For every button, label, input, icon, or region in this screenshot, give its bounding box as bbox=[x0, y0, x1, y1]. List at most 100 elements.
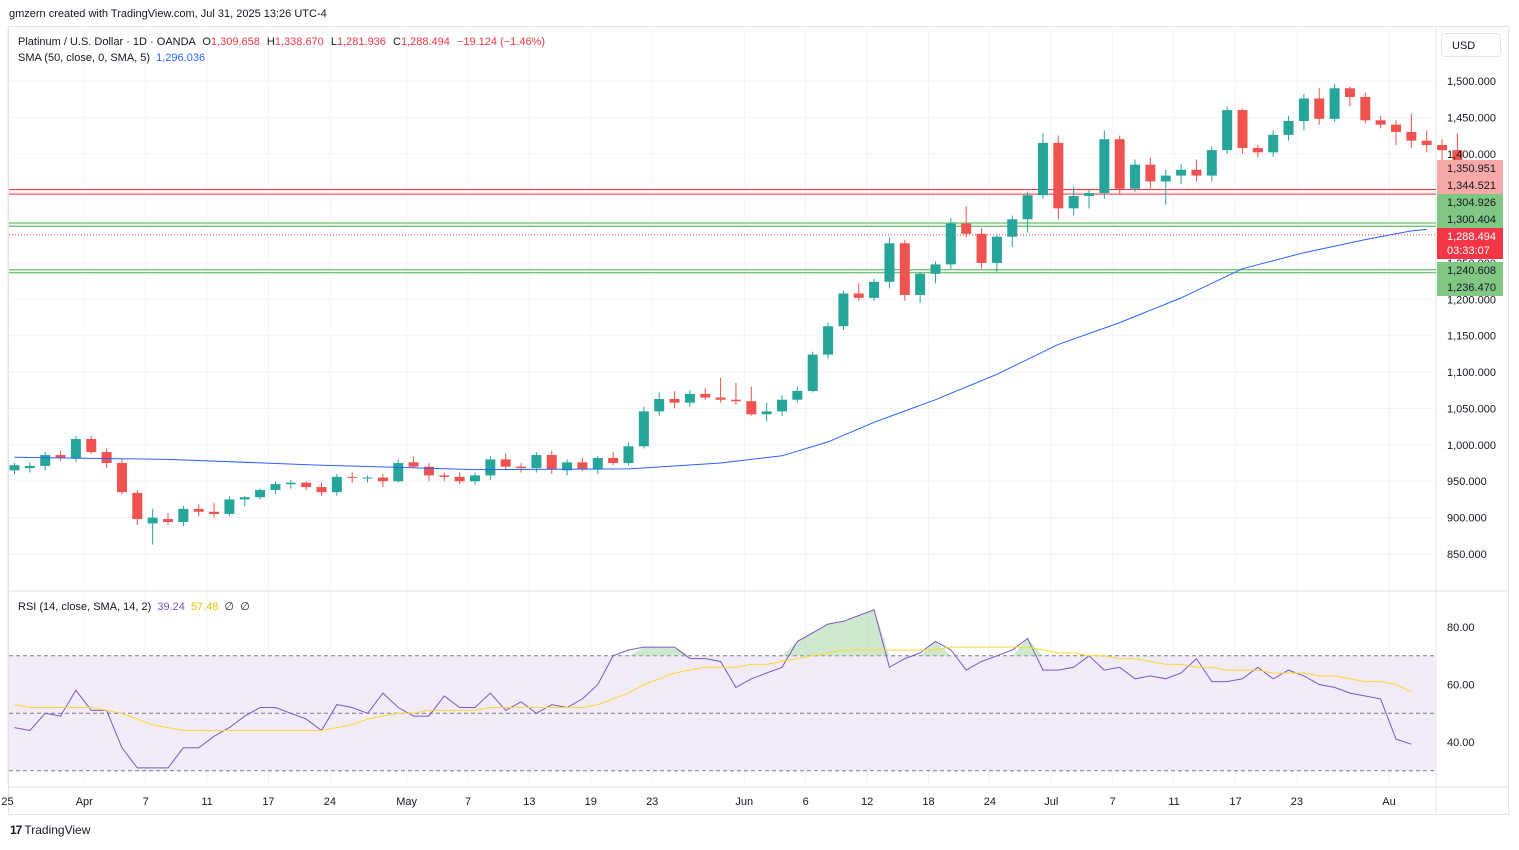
price-badge[interactable]: 1,240.608 bbox=[1437, 262, 1503, 279]
candle[interactable] bbox=[1268, 130, 1279, 157]
candle[interactable] bbox=[1329, 83, 1340, 122]
candle[interactable] bbox=[40, 452, 51, 471]
candle[interactable] bbox=[899, 239, 910, 301]
candle[interactable] bbox=[807, 351, 818, 393]
candle[interactable] bbox=[669, 390, 680, 409]
candle[interactable] bbox=[362, 475, 373, 483]
footer-brand[interactable]: 17 TradingView bbox=[10, 823, 90, 837]
candle[interactable] bbox=[1375, 115, 1386, 129]
candle[interactable] bbox=[132, 489, 143, 525]
candle[interactable] bbox=[761, 402, 772, 422]
candle[interactable] bbox=[1344, 86, 1355, 107]
candle[interactable] bbox=[853, 283, 864, 301]
candle[interactable] bbox=[792, 386, 803, 403]
candle[interactable] bbox=[1084, 188, 1094, 209]
candle[interactable] bbox=[930, 261, 941, 284]
candle[interactable] bbox=[500, 453, 511, 470]
candle[interactable] bbox=[1053, 135, 1064, 220]
candle[interactable] bbox=[1068, 186, 1079, 216]
candle[interactable] bbox=[684, 390, 695, 408]
candle[interactable] bbox=[193, 504, 204, 517]
candle[interactable] bbox=[838, 290, 849, 330]
candle[interactable] bbox=[1114, 135, 1125, 194]
candle[interactable] bbox=[1037, 133, 1048, 199]
candle[interactable] bbox=[546, 450, 557, 474]
candle[interactable] bbox=[1099, 130, 1110, 199]
candle[interactable] bbox=[777, 395, 787, 416]
price-badge[interactable]: 1,300.404 bbox=[1437, 211, 1503, 228]
price-badge[interactable]: 1,344.521 bbox=[1437, 177, 1503, 194]
candle[interactable] bbox=[746, 386, 757, 416]
rsi-legend[interactable]: RSI (14, close, SMA, 14, 2) 39.24 57.48 … bbox=[18, 600, 250, 613]
candle[interactable] bbox=[1283, 115, 1294, 141]
price-badge[interactable]: 1,304.926 bbox=[1437, 194, 1503, 211]
candle[interactable] bbox=[255, 488, 266, 500]
candle[interactable] bbox=[945, 217, 956, 269]
candle[interactable] bbox=[869, 278, 880, 301]
candle[interactable] bbox=[439, 472, 450, 482]
candle[interactable] bbox=[1360, 92, 1371, 124]
candle[interactable] bbox=[163, 513, 173, 525]
candle[interactable] bbox=[991, 235, 1002, 272]
candle[interactable] bbox=[377, 473, 388, 488]
candle[interactable] bbox=[1206, 146, 1217, 182]
candle[interactable] bbox=[1406, 113, 1417, 148]
candle[interactable] bbox=[608, 452, 619, 466]
candle[interactable] bbox=[470, 472, 480, 485]
candle[interactable] bbox=[715, 377, 726, 403]
candle[interactable] bbox=[1314, 88, 1325, 125]
candle[interactable] bbox=[1130, 159, 1141, 192]
candle[interactable] bbox=[516, 463, 527, 473]
candle[interactable] bbox=[239, 495, 250, 506]
candle[interactable] bbox=[1160, 169, 1171, 205]
candle[interactable] bbox=[270, 481, 281, 495]
candle[interactable] bbox=[347, 472, 358, 483]
candle[interactable] bbox=[209, 503, 220, 518]
candle[interactable] bbox=[55, 450, 66, 461]
candle[interactable] bbox=[700, 388, 711, 400]
candle[interactable] bbox=[562, 459, 573, 476]
price-badge[interactable]: 1,288.494 bbox=[1437, 228, 1503, 245]
candle[interactable] bbox=[147, 508, 158, 545]
candle[interactable] bbox=[1391, 120, 1401, 146]
symbol-label[interactable]: Platinum / U.S. Dollar · 1D · OANDA bbox=[18, 36, 196, 48]
candle[interactable] bbox=[961, 206, 972, 238]
price-badge[interactable]: 1,350.951 bbox=[1437, 160, 1503, 177]
candle[interactable] bbox=[638, 407, 649, 449]
candle[interactable] bbox=[592, 455, 603, 474]
price-badge[interactable]: 1,236.470 bbox=[1437, 279, 1503, 296]
candle[interactable] bbox=[1237, 108, 1248, 154]
candle[interactable] bbox=[915, 271, 926, 303]
candle[interactable] bbox=[454, 472, 465, 485]
candle[interactable] bbox=[301, 481, 312, 490]
candle[interactable] bbox=[1421, 130, 1432, 153]
candle[interactable] bbox=[316, 482, 327, 496]
candle[interactable] bbox=[1191, 159, 1202, 182]
candle[interactable] bbox=[285, 479, 296, 489]
candle[interactable] bbox=[1252, 145, 1263, 158]
candle[interactable] bbox=[485, 455, 496, 480]
candle[interactable] bbox=[1022, 191, 1033, 233]
candle[interactable] bbox=[116, 459, 127, 495]
sma-legend[interactable]: SMA (50, close, 0, SMA, 5) 1,296.036 bbox=[18, 52, 205, 64]
candle[interactable] bbox=[976, 227, 987, 269]
candle[interactable] bbox=[1222, 106, 1233, 154]
candle[interactable] bbox=[623, 442, 634, 466]
candle[interactable] bbox=[730, 382, 741, 405]
candle[interactable] bbox=[331, 473, 342, 496]
price-badge[interactable]: 03:33:07 bbox=[1437, 242, 1503, 259]
candle[interactable] bbox=[654, 392, 665, 416]
candle[interactable] bbox=[24, 462, 35, 473]
candle[interactable] bbox=[393, 459, 404, 483]
candle[interactable] bbox=[224, 495, 235, 517]
candle[interactable] bbox=[823, 322, 834, 359]
candle[interactable] bbox=[9, 463, 20, 474]
candle[interactable] bbox=[1007, 215, 1018, 247]
candle[interactable] bbox=[884, 237, 895, 289]
candle[interactable] bbox=[1298, 94, 1309, 131]
candle[interactable] bbox=[86, 436, 97, 454]
currency-button[interactable]: USD bbox=[1441, 33, 1501, 57]
candle[interactable] bbox=[1176, 163, 1187, 185]
candle[interactable] bbox=[1145, 157, 1156, 189]
